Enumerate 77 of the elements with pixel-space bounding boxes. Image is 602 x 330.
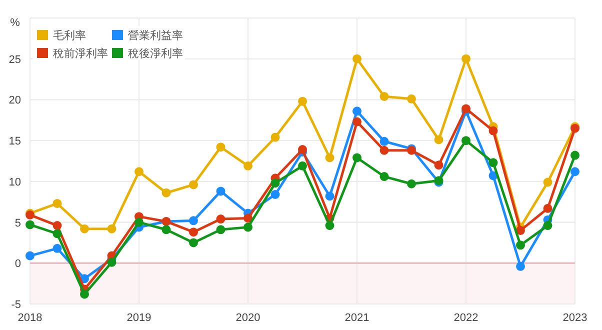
y-tick-label: -5 [11, 299, 21, 311]
point [189, 228, 198, 237]
legend-label: 營業利益率 [128, 29, 183, 42]
y-tick-label: 0 [14, 258, 21, 270]
y-tick-label: 10 [8, 176, 21, 188]
point [244, 161, 252, 170]
x-tick-label: 2020 [236, 312, 260, 324]
point [570, 150, 580, 160]
y-tick-label: 25 [8, 54, 21, 66]
y-tick-label: 5 [14, 217, 21, 230]
point [570, 167, 580, 176]
point [434, 135, 444, 144]
point [189, 216, 198, 226]
point [543, 221, 552, 230]
point [52, 244, 62, 253]
point [352, 54, 362, 64]
point [216, 225, 226, 234]
point [352, 106, 362, 116]
point [270, 190, 280, 200]
point [244, 214, 252, 223]
point [516, 262, 525, 271]
point [52, 198, 62, 208]
point [407, 94, 416, 104]
legend-label: 毛利率 [53, 29, 86, 42]
point [216, 214, 226, 224]
point [488, 126, 498, 136]
point [270, 178, 280, 188]
point [543, 204, 552, 213]
point [107, 258, 116, 267]
point [298, 161, 307, 170]
point [270, 132, 280, 142]
point [516, 226, 525, 235]
point [380, 136, 389, 146]
y-tick-label: 20 [8, 94, 21, 107]
point [462, 136, 470, 146]
point [189, 238, 198, 248]
point [380, 146, 389, 155]
point [52, 221, 62, 230]
legend-label: 稅前淨利率 [53, 47, 108, 60]
x-tick-label: 2018 [18, 312, 42, 324]
point [26, 251, 34, 260]
point [162, 225, 171, 234]
point [325, 221, 334, 230]
y-tick-label: 15 [8, 136, 21, 148]
point [189, 180, 198, 190]
point [325, 153, 334, 162]
point [298, 145, 307, 154]
point [80, 290, 89, 299]
point [434, 160, 444, 170]
point [80, 224, 89, 234]
point [244, 222, 252, 232]
point [380, 92, 389, 101]
y-axis-title: % [10, 17, 20, 29]
point [216, 186, 226, 196]
point [488, 158, 498, 168]
point [216, 142, 226, 152]
point [516, 240, 525, 250]
point [298, 96, 307, 106]
point [26, 220, 34, 230]
point [325, 192, 334, 201]
legend-label: 稅後淨利率 [128, 47, 183, 60]
x-tick-label: 2023 [562, 312, 588, 324]
point [107, 224, 116, 234]
point [352, 117, 362, 126]
point [162, 188, 171, 198]
point [543, 178, 552, 187]
point [134, 218, 144, 227]
point [352, 153, 362, 162]
point [407, 179, 416, 188]
x-tick-label: 2022 [454, 312, 478, 324]
point [134, 167, 144, 176]
x-tick-label: 2019 [126, 312, 152, 324]
point [462, 54, 470, 64]
point [462, 104, 470, 114]
x-tick-label: 2021 [344, 312, 370, 324]
point [52, 229, 62, 238]
point [380, 172, 389, 182]
